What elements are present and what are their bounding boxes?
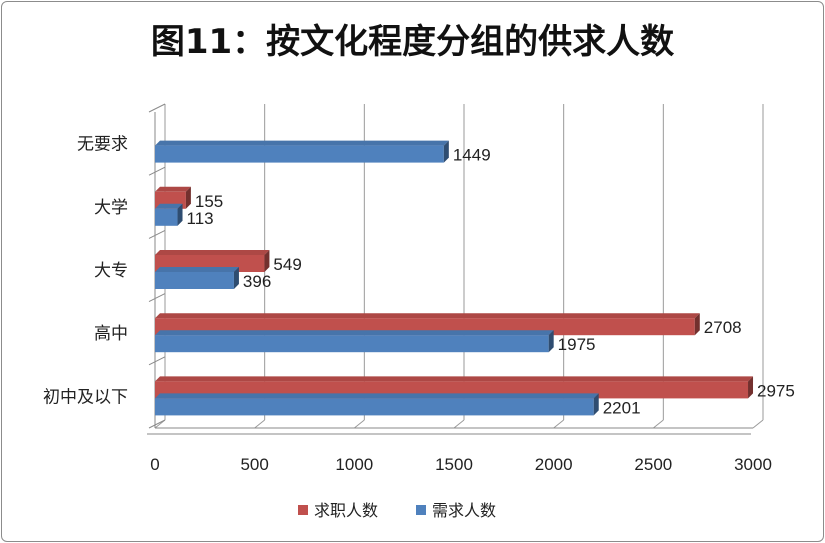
bar-end — [694, 313, 700, 336]
x-tick-label: 0 — [150, 455, 159, 474]
category-label: 高中 — [94, 324, 128, 344]
bar-end — [233, 267, 239, 289]
bar-top — [155, 376, 754, 382]
bar — [155, 335, 549, 353]
bar-top — [155, 393, 599, 399]
data-label: 2708 — [704, 318, 742, 337]
bar-top — [155, 267, 239, 272]
x-tick-label: 1000 — [335, 455, 373, 474]
bar-end — [185, 186, 191, 209]
data-label: 2975 — [757, 381, 795, 400]
category-label: 无要求 — [77, 135, 128, 155]
bars — [155, 140, 754, 416]
bar — [155, 398, 594, 416]
x-tick-label: 500 — [240, 455, 268, 474]
category-tick — [148, 166, 166, 176]
bar-end — [177, 203, 183, 226]
gridline-floor — [354, 419, 365, 429]
data-label: 1975 — [558, 335, 596, 354]
category-tick — [148, 229, 166, 239]
gridline-floor — [653, 419, 664, 429]
bar — [155, 272, 234, 289]
x-tick-label: 2000 — [535, 455, 573, 474]
legend-label: 求职人数 — [314, 501, 378, 520]
bar-end — [264, 250, 270, 272]
gridline-floor — [453, 419, 465, 429]
category-tick — [148, 356, 166, 366]
gridline-floor — [752, 419, 764, 429]
data-label: 155 — [195, 192, 223, 211]
bar-end — [593, 393, 599, 416]
tick-labels: 0 500 1000 1500 2000 2500 3000 — [150, 455, 772, 474]
category-label: 大专 — [94, 261, 128, 281]
bar-top — [155, 313, 700, 319]
bar — [155, 208, 178, 226]
legend-label: 需求人数 — [432, 501, 496, 520]
x-tick-label: 1500 — [435, 455, 473, 474]
legend-swatch — [298, 505, 308, 515]
data-label: 549 — [273, 255, 301, 274]
gridline-floor — [254, 419, 265, 429]
bar-end — [443, 140, 449, 163]
data-label: 396 — [243, 272, 271, 291]
category-tick — [148, 419, 166, 429]
bar-end — [548, 330, 554, 353]
data-label: 2201 — [603, 398, 641, 417]
bar-top — [155, 140, 449, 146]
bar-top — [155, 203, 183, 209]
data-label: 1449 — [453, 146, 491, 165]
chart-title: 图11：按文化程度分组的供求人数 — [150, 22, 675, 62]
bar-top — [155, 186, 191, 192]
legend-swatch — [416, 505, 426, 515]
bar — [155, 145, 444, 163]
category-label: 大学 — [94, 198, 128, 218]
legend: 求职人数 需求人数 — [298, 501, 496, 520]
bar-end — [748, 376, 754, 399]
x-tick-label: 3000 — [734, 455, 772, 474]
bar-top — [155, 250, 270, 255]
category-label: 初中及以下 — [43, 387, 128, 407]
bar-top — [155, 330, 554, 336]
category-tick — [148, 293, 166, 303]
data-label: 113 — [187, 209, 214, 228]
x-tick-label: 2500 — [634, 455, 672, 474]
category-tick — [148, 103, 166, 113]
gridline-floor — [553, 419, 564, 429]
